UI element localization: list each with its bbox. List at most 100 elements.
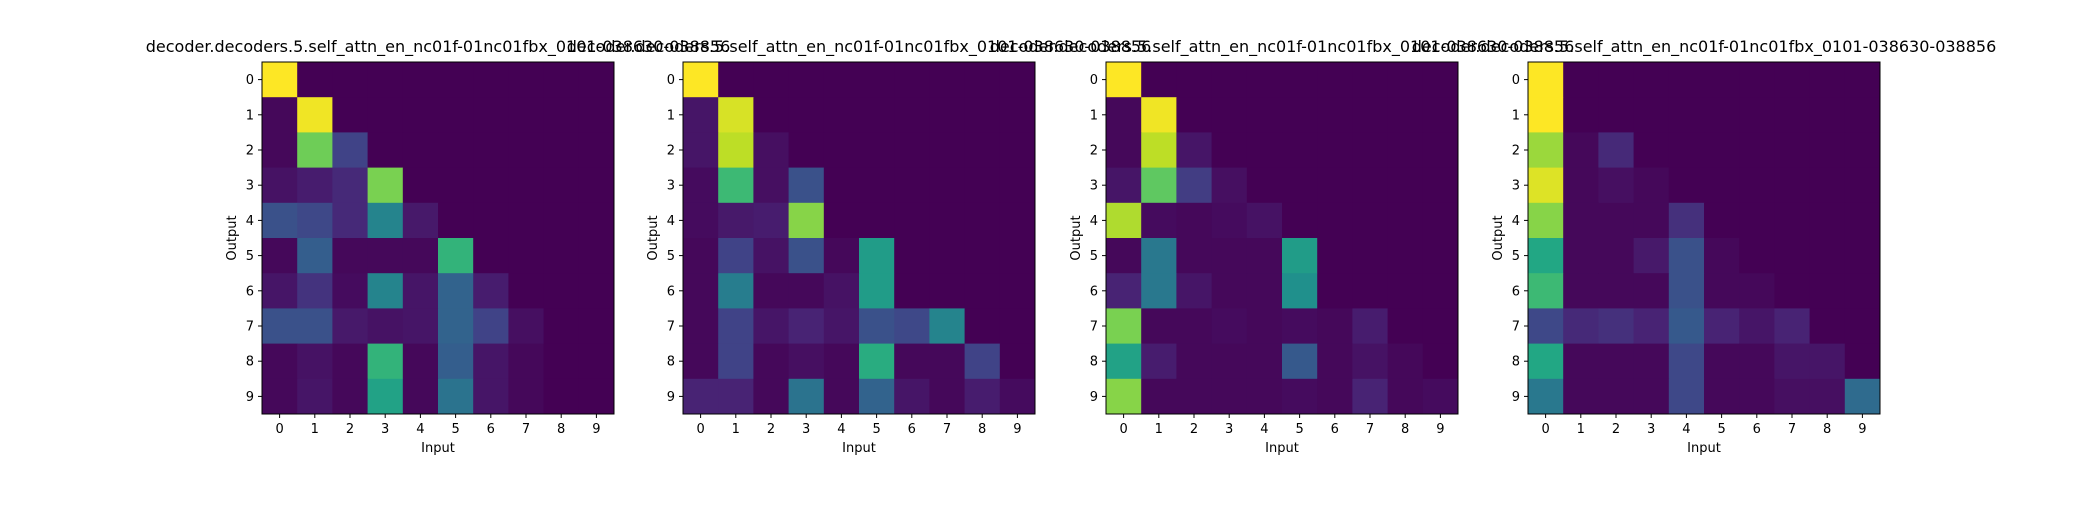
heatmap-cell	[999, 308, 1036, 344]
heatmap-cell	[297, 378, 333, 415]
heatmap-cell	[1352, 132, 1388, 168]
heatmap-cell	[1528, 378, 1564, 415]
y-tick-label: 2	[1090, 144, 1098, 159]
heatmap-cell	[508, 132, 544, 168]
heatmap-cell	[1528, 167, 1564, 204]
heatmap-cell	[1211, 308, 1248, 344]
heatmap-cell	[1563, 343, 1599, 380]
x-tick-label: 9	[1013, 422, 1021, 437]
heatmap-cell	[1106, 308, 1142, 344]
heatmap-cell	[1633, 273, 1670, 309]
heatmap-cell	[788, 62, 825, 98]
y-axis-label: Output	[646, 215, 661, 260]
heatmap-cell	[823, 273, 860, 309]
heatmap-cell	[718, 343, 754, 380]
heatmap-cell	[1141, 97, 1177, 133]
heatmap-cell	[438, 343, 474, 380]
heatmap-cell	[1352, 202, 1388, 239]
heatmap-cell	[788, 343, 825, 380]
heatmap-cell	[1282, 97, 1318, 133]
heatmap-cell	[1739, 343, 1775, 380]
x-axis-label: Input	[1687, 441, 1721, 456]
heatmap-cell	[753, 97, 789, 133]
heatmap-cell	[1598, 97, 1634, 133]
x-tick-label: 4	[1260, 422, 1268, 437]
heatmap-cell	[1774, 167, 1810, 204]
y-tick-label: 2	[246, 144, 254, 159]
heatmap-cell	[999, 202, 1036, 239]
heatmap-cell	[1704, 238, 1740, 274]
heatmap-cell	[1598, 273, 1634, 309]
heatmap-cell	[1176, 273, 1212, 309]
heatmap-cell	[683, 238, 719, 274]
heatmap-cell	[753, 167, 789, 204]
heatmap-cell	[1352, 273, 1388, 309]
heatmap-cell	[718, 132, 754, 168]
x-tick-label: 3	[1647, 422, 1655, 437]
heatmap-cell	[999, 97, 1036, 133]
heatmap-cell	[1774, 343, 1810, 380]
heatmap-cell	[262, 238, 298, 274]
heatmap-cell	[929, 97, 965, 133]
heatmap-cell	[1246, 132, 1283, 168]
y-tick-label: 0	[667, 73, 675, 88]
heatmap-cell	[1844, 62, 1881, 98]
x-tick-label: 2	[1190, 422, 1198, 437]
heatmap-cell	[332, 62, 368, 98]
heatmap-cell	[1141, 132, 1177, 168]
x-tick-label: 8	[1823, 422, 1831, 437]
heatmap-cell	[1106, 273, 1142, 309]
heatmap-cell	[683, 97, 719, 133]
plot-frame	[1527, 61, 1881, 415]
heatmap-cell	[1422, 167, 1459, 204]
y-tick-label: 7	[246, 320, 254, 335]
heatmap-cell	[894, 167, 930, 204]
heatmap-cell	[929, 238, 965, 274]
heatmap-cell	[788, 378, 825, 415]
plot-frame	[682, 61, 1036, 415]
heatmap-cell	[1598, 238, 1634, 274]
heatmap-cell	[1704, 378, 1740, 415]
y-axis-label: Output	[225, 215, 240, 260]
heatmap-cell	[1668, 97, 1705, 133]
heatmap-cell	[438, 202, 474, 239]
heatmap-cell	[543, 62, 580, 98]
heatmap-cell	[332, 343, 368, 380]
heatmap-cell	[929, 378, 965, 415]
x-tick-label: 6	[1331, 422, 1339, 437]
heatmap-cell	[1668, 167, 1705, 204]
heatmap-cell	[473, 308, 509, 344]
y-tick-label: 3	[1512, 179, 1520, 194]
heatmap-cell	[1317, 273, 1353, 309]
y-tick-label: 0	[246, 73, 254, 88]
heatmap-cell	[367, 378, 404, 415]
heatmap-cell	[1528, 202, 1564, 239]
heatmap-cell	[1176, 132, 1212, 168]
heatmap-cell	[894, 273, 930, 309]
heatmap-cell	[1774, 273, 1810, 309]
heatmap-cell	[332, 132, 368, 168]
heatmap-cell	[1317, 308, 1353, 344]
heatmap-cell	[1176, 308, 1212, 344]
y-tick-label: 6	[667, 284, 675, 299]
heatmap-cell	[1317, 167, 1353, 204]
y-tick-label: 3	[246, 179, 254, 194]
heatmap-cell	[402, 343, 439, 380]
y-tick-label: 8	[246, 355, 254, 370]
x-tick-label: 5	[1717, 422, 1725, 437]
heatmap-cell	[859, 273, 895, 309]
heatmap-cell	[1774, 62, 1810, 98]
heatmap-cell	[964, 378, 1001, 415]
heatmap-cell	[473, 132, 509, 168]
heatmap-cell	[1422, 378, 1459, 415]
heatmap-cell	[1317, 343, 1353, 380]
heatmap-cell	[1563, 202, 1599, 239]
y-tick-label: 6	[246, 284, 254, 299]
x-tick-label: 3	[381, 422, 389, 437]
heatmap-cell	[1668, 132, 1705, 168]
heatmap-cell	[683, 167, 719, 204]
heatmap-cell	[683, 273, 719, 309]
heatmap-cell	[1598, 378, 1634, 415]
heatmap-cell	[1633, 343, 1670, 380]
heatmap-cell	[718, 238, 754, 274]
